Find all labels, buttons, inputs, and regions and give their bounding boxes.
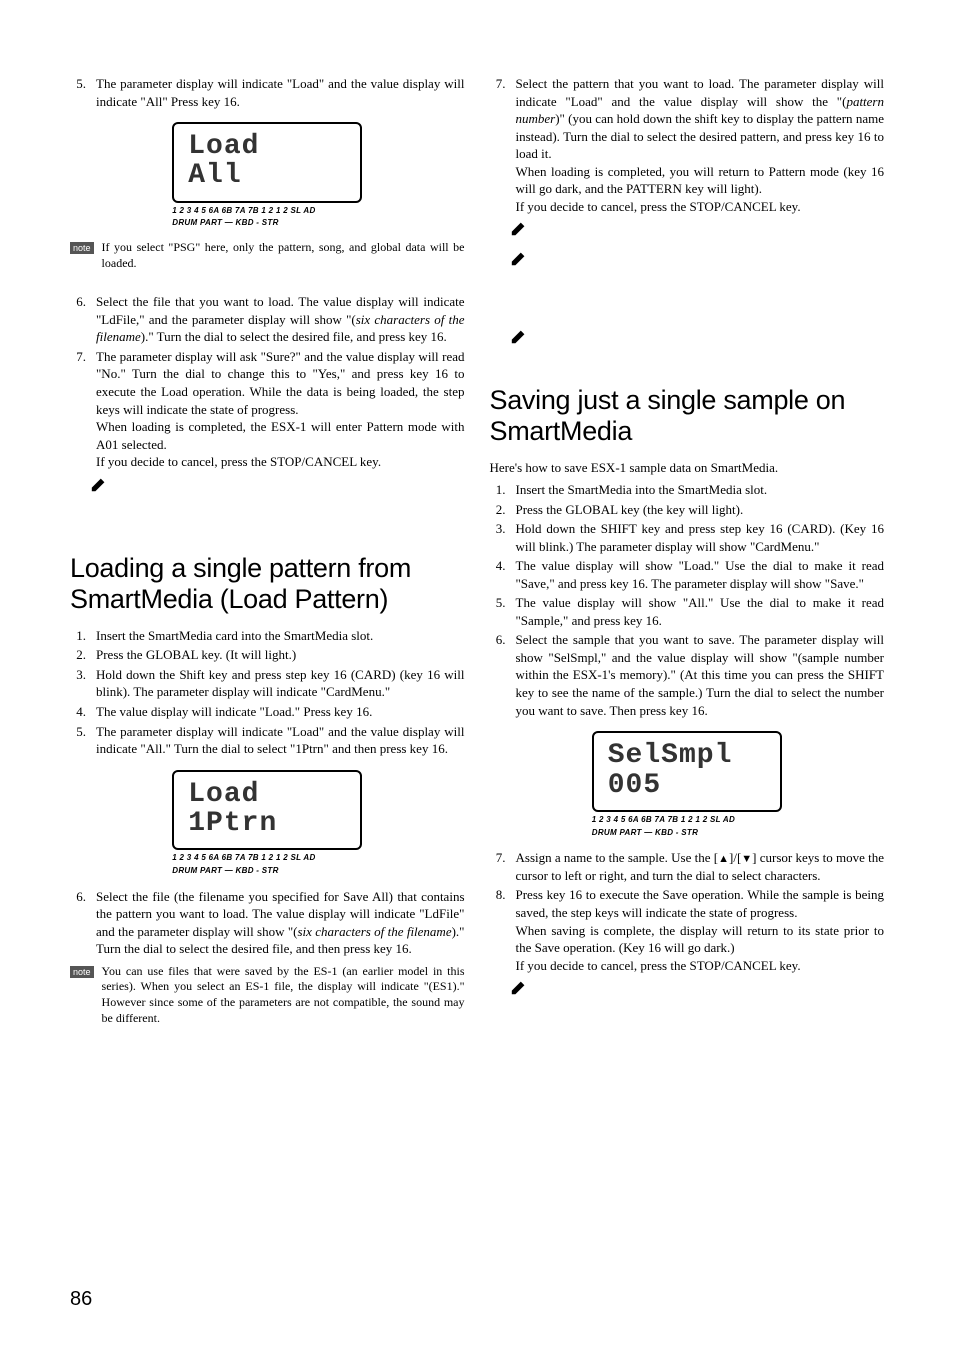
lcd-legend-nums: 1 2 3 4 5 6A 6B 7A 7B 1 2 1 2 SL AD	[592, 815, 797, 825]
lcd-line1: Load	[188, 132, 346, 161]
lcd-line1: Load	[188, 780, 346, 809]
section-heading: Loading a single pattern from SmartMedia…	[70, 553, 465, 615]
lcd-legend-nums: 1 2 3 4 5 6A 6B 7A 7B 1 2 1 2 SL AD	[172, 206, 377, 216]
list-text: The parameter display will ask "Sure?" a…	[96, 348, 465, 471]
list-text: Press the GLOBAL key (the key will light…	[516, 501, 885, 519]
list-item: 5. The parameter display will indicate "…	[70, 75, 465, 110]
list-text: Select the sample that you want to save.…	[516, 631, 885, 719]
note-block: note If you select "PSG" here, only the …	[70, 240, 465, 271]
list-number: 5.	[490, 594, 516, 629]
list-number: 6.	[490, 631, 516, 719]
list-number: 5.	[70, 75, 96, 110]
lcd-display: Load All 1 2 3 4 5 6A 6B 7A 7B 1 2 1 2 S…	[157, 122, 377, 228]
list-item: 6. Select the file (the filename you spe…	[70, 888, 465, 958]
list-text: Select the file that you want to load. T…	[96, 293, 465, 346]
list-text: The value display will indicate "Load." …	[96, 703, 465, 721]
list-number: 5.	[70, 723, 96, 758]
list-item: 4. The value display will show "Load." U…	[490, 557, 885, 592]
list-item: 7. Select the pattern that you want to l…	[490, 75, 885, 215]
list-number: 3.	[490, 520, 516, 555]
list-item: 7. The parameter display will ask "Sure?…	[70, 348, 465, 471]
list-number: 7.	[490, 849, 516, 884]
list-number: 4.	[70, 703, 96, 721]
triangle-up-icon: ▲	[718, 852, 729, 867]
list-text: Insert the SmartMedia card into the Smar…	[96, 627, 465, 645]
lcd-line2: All	[188, 161, 346, 190]
list-item: 3. Hold down the SHIFT key and press ste…	[490, 520, 885, 555]
page-number: 86	[70, 1288, 92, 1311]
left-column: 5. The parameter display will indicate "…	[70, 75, 465, 1032]
list-item: 5. The parameter display will indicate "…	[70, 723, 465, 758]
lcd-line2: 005	[608, 771, 766, 800]
note-block: note You can use files that were saved b…	[70, 964, 465, 1026]
lcd-legend-labels: DRUM PART — KBD - STR	[592, 828, 797, 838]
list-text: Hold down the Shift key and press step k…	[96, 666, 465, 701]
list-text: The value display will show "All." Use t…	[516, 594, 885, 629]
list-number: 4.	[490, 557, 516, 592]
list-text: Select the pattern that you want to load…	[516, 75, 885, 215]
pencil-icon	[510, 327, 528, 345]
list-text: The value display will show "Load." Use …	[516, 557, 885, 592]
lcd-display: SelSmpl 005 1 2 3 4 5 6A 6B 7A 7B 1 2 1 …	[577, 731, 797, 837]
pencil-icon	[90, 475, 108, 493]
list-item: 1. Insert the SmartMedia into the SmartM…	[490, 481, 885, 499]
right-column: 7. Select the pattern that you want to l…	[490, 75, 885, 1032]
list-item: 6. Select the file that you want to load…	[70, 293, 465, 346]
list-text: The parameter display will indicate "Loa…	[96, 723, 465, 758]
triangle-down-icon: ▼	[741, 852, 752, 867]
list-item: 2. Press the GLOBAL key. (It will light.…	[70, 646, 465, 664]
pencil-icon	[510, 978, 528, 996]
list-number: 3.	[70, 666, 96, 701]
note-text: If you select "PSG" here, only the patte…	[102, 240, 465, 271]
note-badge: note	[70, 966, 94, 978]
list-item: 3. Hold down the Shift key and press ste…	[70, 666, 465, 701]
list-item: 4. The value display will indicate "Load…	[70, 703, 465, 721]
intro-text: Here's how to save ESX-1 sample data on …	[490, 459, 885, 477]
lcd-legend-nums: 1 2 3 4 5 6A 6B 7A 7B 1 2 1 2 SL AD	[172, 853, 377, 863]
note-badge: note	[70, 242, 94, 254]
section-heading: Saving just a single sample on SmartMedi…	[490, 385, 885, 447]
list-item: 8. Press key 16 to execute the Save oper…	[490, 886, 885, 974]
list-text: Hold down the SHIFT key and press step k…	[516, 520, 885, 555]
list-number: 8.	[490, 886, 516, 974]
lcd-display: Load 1Ptrn 1 2 3 4 5 6A 6B 7A 7B 1 2 1 2…	[157, 770, 377, 876]
list-text: Press key 16 to execute the Save operati…	[516, 886, 885, 974]
list-number: 7.	[70, 348, 96, 471]
lcd-legend-labels: DRUM PART — KBD - STR	[172, 866, 377, 876]
lcd-line2: 1Ptrn	[188, 809, 346, 838]
list-number: 2.	[70, 646, 96, 664]
list-text: Assign a name to the sample. Use the [▲]…	[516, 849, 885, 884]
list-item: 6. Select the sample that you want to sa…	[490, 631, 885, 719]
note-text: You can use files that were saved by the…	[102, 964, 465, 1026]
list-text: Select the file (the filename you specif…	[96, 888, 465, 958]
list-number: 6.	[70, 293, 96, 346]
list-text: The parameter display will indicate "Loa…	[96, 75, 465, 110]
lcd-line1: SelSmpl	[608, 741, 766, 770]
pencil-icon	[510, 219, 528, 237]
list-item: 7. Assign a name to the sample. Use the …	[490, 849, 885, 884]
list-number: 1.	[70, 627, 96, 645]
pencil-icon	[510, 249, 528, 267]
list-item: 5. The value display will show "All." Us…	[490, 594, 885, 629]
list-text: Press the GLOBAL key. (It will light.)	[96, 646, 465, 664]
list-text: Insert the SmartMedia into the SmartMedi…	[516, 481, 885, 499]
list-item: 2. Press the GLOBAL key (the key will li…	[490, 501, 885, 519]
list-number: 1.	[490, 481, 516, 499]
list-item: 1. Insert the SmartMedia card into the S…	[70, 627, 465, 645]
list-number: 6.	[70, 888, 96, 958]
lcd-legend-labels: DRUM PART — KBD - STR	[172, 218, 377, 228]
list-number: 7.	[490, 75, 516, 215]
list-number: 2.	[490, 501, 516, 519]
